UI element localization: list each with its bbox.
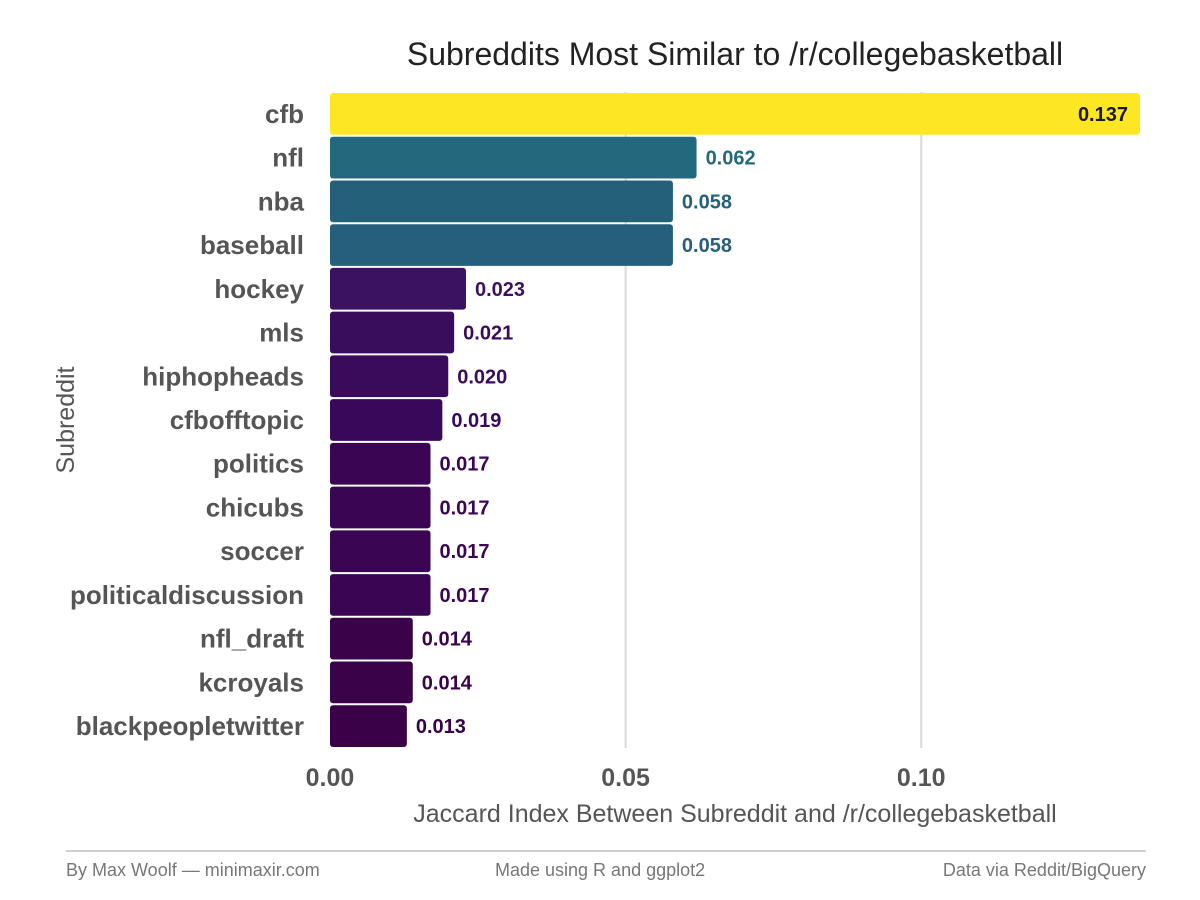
x-axis-label: Jaccard Index Between Subreddit and /r/c… [413, 800, 1056, 828]
chart-title: Subreddits Most Similar to /r/collegebas… [407, 36, 1063, 72]
x-tick-label: 0.00 [306, 764, 355, 792]
category-label-kcroyals: kcroyals [198, 667, 304, 697]
value-label-cfbofftopic: 0.019 [451, 410, 501, 432]
value-label-cfb: 0.137 [1078, 104, 1128, 126]
category-label-politicaldiscussion: politicaldiscussion [70, 580, 304, 610]
category-label-cfb: cfb [265, 99, 304, 129]
bar-kcroyals [330, 661, 413, 704]
value-labels: 0.137 0.062 0.058 0.058 0.023 0.021 0.020 0.019… [416, 104, 1128, 738]
category-label-hiphopheads: hiphopheads [142, 361, 304, 391]
bar-chicubs [330, 486, 431, 529]
bar-hockey [330, 267, 466, 310]
bar-nfl_draft [330, 617, 413, 660]
bar-cfbofftopic [330, 399, 443, 441]
footer-tools: Made using R and ggplot2 [495, 860, 706, 880]
bar-mls [330, 311, 455, 354]
value-label-nfl_draft: 0.014 [422, 629, 473, 651]
bar-nfl [330, 136, 697, 179]
value-label-politicaldiscussion: 0.017 [440, 585, 490, 607]
value-label-politics: 0.017 [440, 454, 490, 476]
bar-baseball [330, 224, 673, 266]
category-label-chicubs: chicubs [206, 492, 304, 522]
category-label-soccer: soccer [220, 536, 304, 566]
category-label-baseball: baseball [200, 230, 304, 260]
value-label-nfl: 0.062 [706, 148, 756, 170]
bar-cfb [330, 93, 1140, 135]
category-label-nfl_draft: nfl_draft [200, 624, 304, 654]
value-label-soccer: 0.017 [440, 541, 490, 563]
value-label-blackpeopletwitter: 0.013 [416, 716, 466, 738]
y-axis-label: Subreddit [52, 366, 80, 473]
value-label-hiphopheads: 0.020 [457, 366, 507, 388]
category-label-nba: nba [258, 186, 305, 216]
bar-politics [330, 442, 431, 485]
value-label-hockey: 0.023 [475, 279, 525, 301]
value-label-nba: 0.058 [682, 191, 732, 213]
bar-blackpeopletwitter [330, 705, 407, 747]
value-label-baseball: 0.058 [682, 235, 732, 257]
x-tick-labels: 0.00 0.05 0.10 [306, 764, 946, 792]
category-label-mls: mls [259, 318, 304, 348]
value-label-chicubs: 0.017 [440, 497, 490, 519]
bar-politicaldiscussion [330, 574, 431, 616]
footer-divider [66, 850, 1146, 852]
bars [330, 93, 1140, 747]
footer-source: Data via Reddit/BigQuery [942, 860, 1146, 880]
bar-nba [330, 180, 673, 223]
bar-hiphopheads [330, 355, 449, 398]
value-label-kcroyals: 0.014 [422, 672, 473, 694]
bar-chart: Subreddits Most Similar to /r/collegebas… [52, 36, 1140, 828]
value-label-mls: 0.021 [463, 323, 513, 345]
category-label-nfl: nfl [272, 143, 304, 173]
footer-author: By Max Woolf — minimaxir.com [66, 860, 320, 880]
bar-soccer [330, 530, 431, 573]
category-label-hockey: hockey [214, 274, 304, 304]
x-tick-label: 0.05 [601, 764, 650, 792]
category-label-cfbofftopic: cfbofftopic [170, 405, 304, 435]
category-label-blackpeopletwitter: blackpeopletwitter [76, 711, 304, 741]
x-tick-label: 0.10 [897, 764, 946, 792]
category-labels: cfb nfl nba baseball hockey mls hiphopheads cfb… [70, 99, 305, 741]
category-label-politics: politics [213, 449, 304, 479]
